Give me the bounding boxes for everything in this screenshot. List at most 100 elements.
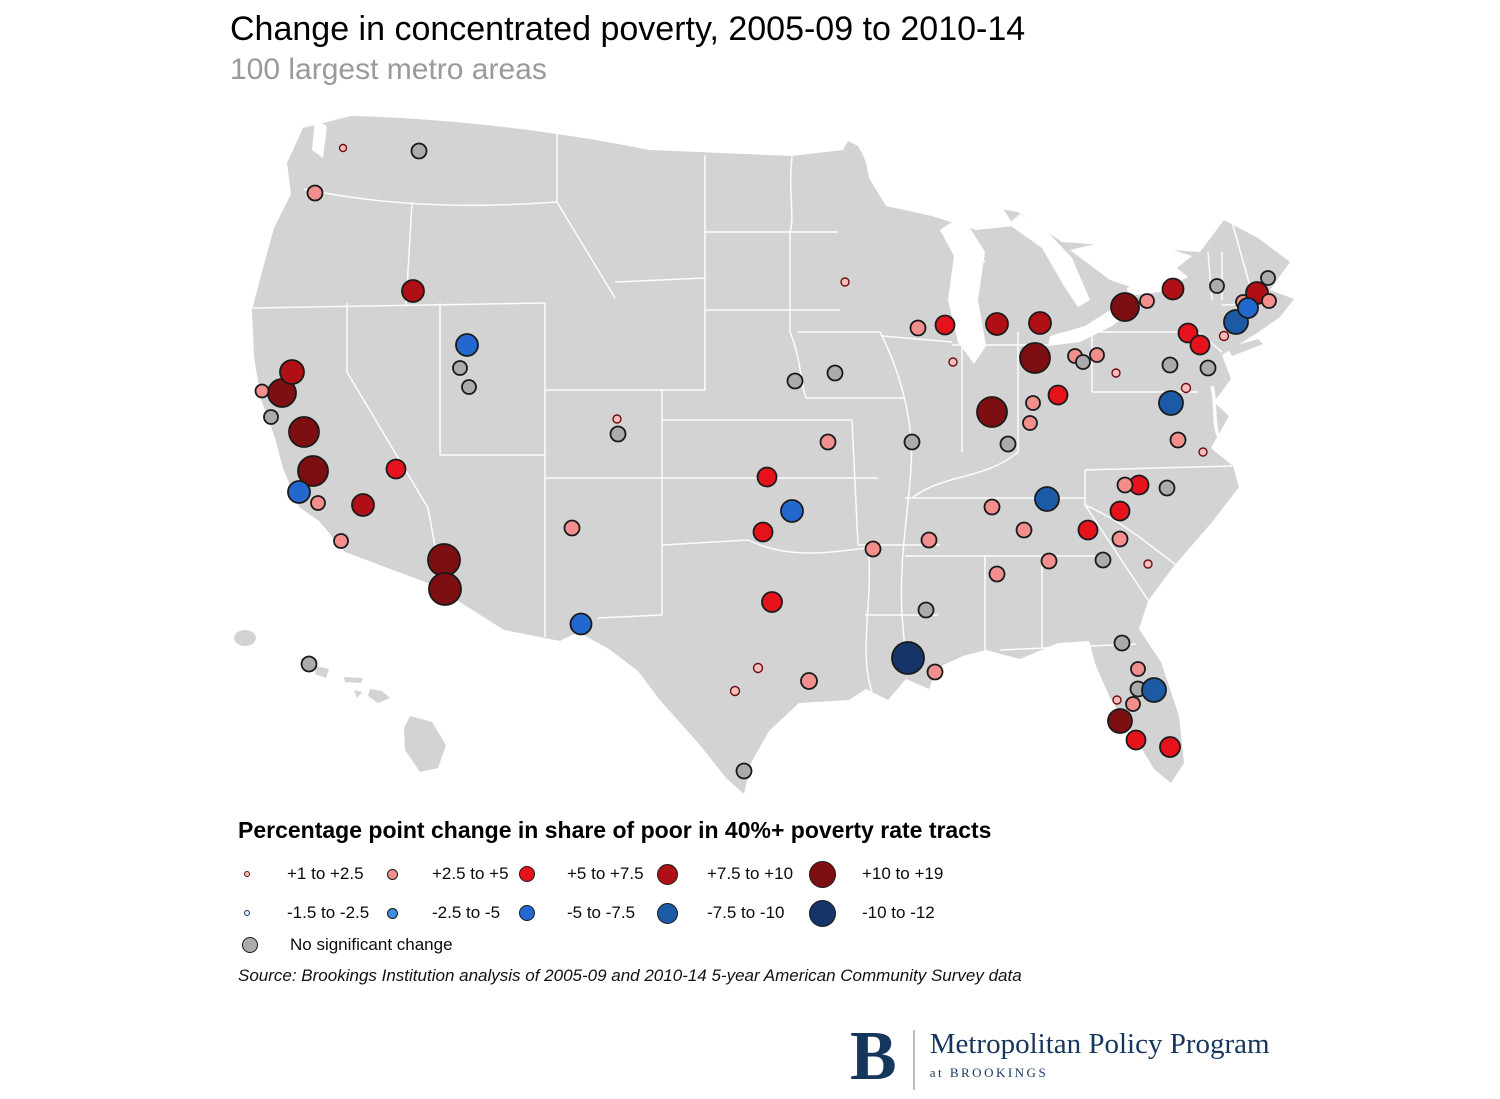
metro-bubble[interactable] xyxy=(1109,500,1131,522)
metro-bubble[interactable] xyxy=(300,655,318,673)
metro-bubble[interactable] xyxy=(1189,334,1211,356)
metro-bubble[interactable] xyxy=(917,601,935,619)
metro-bubble[interactable] xyxy=(1110,292,1140,322)
metro-bubble[interactable] xyxy=(609,425,627,443)
metro-bubble[interactable] xyxy=(1159,736,1181,758)
great-lakes xyxy=(312,120,1192,364)
metro-bubble[interactable] xyxy=(1199,359,1217,377)
metro-bubble[interactable] xyxy=(1019,342,1051,374)
metro-bubble[interactable] xyxy=(909,319,927,337)
metro-bubble[interactable] xyxy=(1015,521,1033,539)
metro-bubble[interactable] xyxy=(1125,696,1141,712)
metro-bubble[interactable] xyxy=(306,184,324,202)
metro-bubble[interactable] xyxy=(976,396,1008,428)
metro-bubble[interactable] xyxy=(985,312,1009,336)
metro-bubble[interactable] xyxy=(612,414,622,424)
metro-bubble[interactable] xyxy=(1040,552,1058,570)
metro-bubble[interactable] xyxy=(735,762,753,780)
metro-bubble[interactable] xyxy=(1141,677,1167,703)
metro-bubble[interactable] xyxy=(1034,486,1060,512)
metro-bubble[interactable] xyxy=(1113,634,1131,652)
metro-bubble[interactable] xyxy=(1261,293,1277,309)
metro-bubble[interactable] xyxy=(999,435,1017,453)
metro-bubble[interactable] xyxy=(297,455,329,487)
metro-bubble[interactable] xyxy=(1089,347,1105,363)
metro-bubble[interactable] xyxy=(385,458,407,480)
metro-bubble[interactable] xyxy=(287,480,311,504)
metro-bubble[interactable] xyxy=(1047,384,1069,406)
metro-bubble[interactable] xyxy=(761,591,783,613)
legend-dot-icon xyxy=(808,860,836,888)
metro-bubble[interactable] xyxy=(410,142,428,160)
metro-bubble[interactable] xyxy=(428,572,462,606)
metro-bubble[interactable] xyxy=(1107,708,1133,734)
legend-item: +1 to +2.5 xyxy=(244,860,364,888)
metro-bubble[interactable] xyxy=(752,521,774,543)
metro-bubble[interactable] xyxy=(1116,476,1134,494)
metro-bubble[interactable] xyxy=(1139,293,1155,309)
metro-bubble[interactable] xyxy=(1022,415,1038,431)
metro-bubble[interactable] xyxy=(1111,368,1121,378)
metro-bubble[interactable] xyxy=(1161,277,1185,301)
metro-bubble[interactable] xyxy=(826,364,844,382)
metro-bubble[interactable] xyxy=(1209,278,1225,294)
metro-bubble[interactable] xyxy=(800,672,818,690)
metro-bubble[interactable] xyxy=(1111,530,1129,548)
metro-bubble[interactable] xyxy=(864,540,882,558)
metro-bubble[interactable] xyxy=(1075,354,1091,370)
metro-bubble[interactable] xyxy=(1112,695,1122,705)
metro-bubble[interactable] xyxy=(752,662,764,674)
metro-bubble[interactable] xyxy=(1180,382,1192,394)
metro-bubble[interactable] xyxy=(1237,297,1259,319)
metro-bubble[interactable] xyxy=(1025,395,1041,411)
metro-bubble[interactable] xyxy=(920,531,938,549)
metro-bubble[interactable] xyxy=(1161,356,1179,374)
metro-bubble[interactable] xyxy=(338,143,348,153)
legend-dot-icon xyxy=(386,868,398,880)
metro-bubble[interactable] xyxy=(780,499,804,523)
metro-bubble[interactable] xyxy=(310,495,326,511)
metro-bubble[interactable] xyxy=(891,641,925,675)
metro-bubble[interactable] xyxy=(333,533,349,549)
metro-bubble[interactable] xyxy=(1158,390,1184,416)
legend-dot-icon xyxy=(808,899,836,927)
metro-bubble[interactable] xyxy=(427,543,461,577)
metro-bubble[interactable] xyxy=(840,277,850,287)
legend-dot-icon xyxy=(244,871,250,877)
metro-bubble[interactable] xyxy=(1077,519,1099,541)
metro-bubble[interactable] xyxy=(1198,447,1208,457)
metro-bubble[interactable] xyxy=(1125,729,1147,751)
metro-bubble[interactable] xyxy=(461,379,477,395)
metro-bubble[interactable] xyxy=(1218,330,1230,342)
metro-bubble[interactable] xyxy=(903,433,921,451)
metro-bubble[interactable] xyxy=(819,433,837,451)
metro-bubble[interactable] xyxy=(1028,311,1052,335)
metro-bubble[interactable] xyxy=(1130,661,1146,677)
metro-bubble[interactable] xyxy=(948,357,958,367)
metro-bubble[interactable] xyxy=(288,416,320,448)
metro-bubble[interactable] xyxy=(569,612,593,636)
metro-bubble[interactable] xyxy=(1158,479,1176,497)
metro-bubble[interactable] xyxy=(756,466,778,488)
metro-bubble[interactable] xyxy=(934,314,956,336)
metro-bubble[interactable] xyxy=(988,565,1006,583)
metro-bubble[interactable] xyxy=(452,360,468,376)
metro-bubble[interactable] xyxy=(563,519,581,537)
us-landmass xyxy=(252,116,1294,794)
metro-bubble[interactable] xyxy=(1143,559,1153,569)
metro-bubble[interactable] xyxy=(279,359,305,385)
metro-bubble[interactable] xyxy=(983,498,1001,516)
metro-bubble[interactable] xyxy=(263,409,279,425)
metro-bubble[interactable] xyxy=(1094,551,1112,569)
metro-bubble[interactable] xyxy=(455,333,479,357)
metro-bubble[interactable] xyxy=(1260,270,1276,286)
metro-bubble[interactable] xyxy=(1169,431,1187,449)
metro-bubble[interactable] xyxy=(401,279,425,303)
metro-bubble[interactable] xyxy=(351,493,375,517)
metro-bubble[interactable] xyxy=(729,685,741,697)
metro-bubble[interactable] xyxy=(254,383,270,399)
metro-bubble[interactable] xyxy=(926,663,944,681)
metro-bubble[interactable] xyxy=(786,372,804,390)
legend-item: -5 to -7.5 xyxy=(519,899,635,927)
